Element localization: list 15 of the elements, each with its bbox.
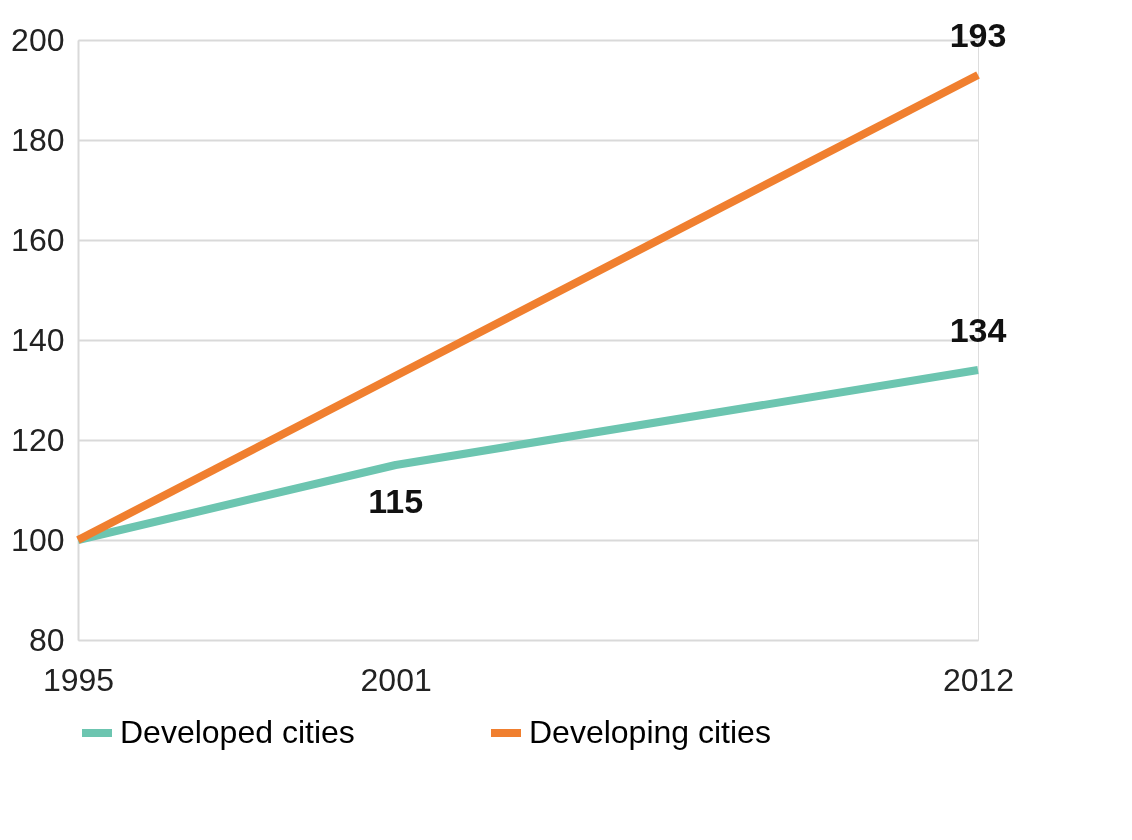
data-label: 193 [949,16,1007,54]
y-tick-label: 200 [11,21,65,58]
legend-label: Developing cities [529,714,771,750]
x-tick-label: 2012 [942,661,1015,698]
y-tick-label: 120 [11,421,65,458]
y-tick-label: 100 [11,521,65,558]
y-tick-label: 160 [11,221,65,258]
x-tick-label: 1995 [42,661,115,698]
data-label: 115 [368,482,424,520]
legend-label: Developed cities [120,714,355,750]
data-label: 134 [949,311,1007,349]
y-tick-label: 180 [11,121,65,158]
y-tick-label: 140 [11,321,65,358]
y-tick-label: 80 [28,621,65,658]
x-tick-label: 2001 [360,661,432,698]
